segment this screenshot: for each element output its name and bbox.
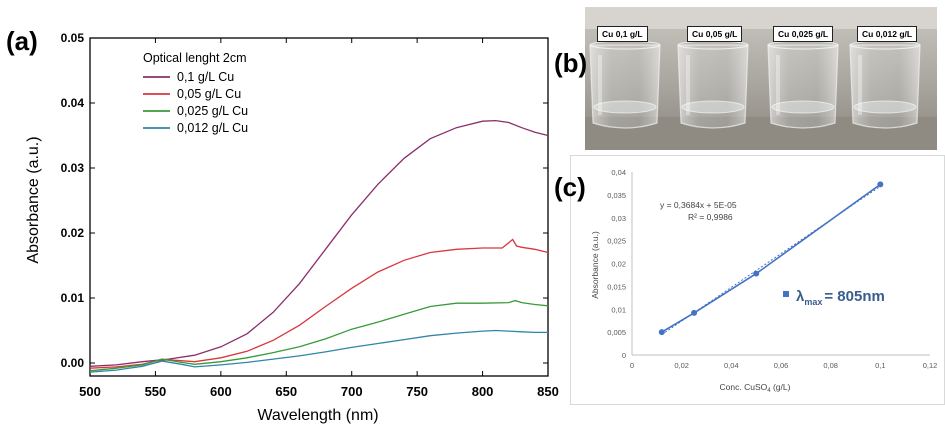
beaker-3: [767, 40, 839, 129]
beaker-label-4: Cu 0,012 g/L: [857, 26, 918, 42]
c-y-tick-label: 0,04: [611, 168, 626, 177]
c-y-tick-label: 0,01: [611, 305, 626, 314]
x-tick-label: 650: [275, 384, 297, 399]
c-y-tick-label: 0,03: [611, 214, 626, 223]
c-x-tick-label: 0,12: [923, 361, 938, 370]
x-tick-label: 750: [406, 384, 428, 399]
y-tick-label: 0.02: [61, 226, 85, 240]
c-x-tick-label: 0,1: [875, 361, 885, 370]
series-line-4: [89, 329, 548, 373]
beaker-2: [677, 40, 749, 129]
calibration-point: [658, 329, 665, 336]
series-line-3: [89, 299, 549, 372]
regression-equation: y = 0,3684x + 5E-05: [660, 200, 737, 210]
lambda-subscript: max: [804, 297, 822, 307]
legend-label-4: 0,012 g/L Cu: [177, 121, 248, 135]
x-tick-label: 600: [210, 384, 232, 399]
y-axis-label: Absorbance (a.u.): [25, 136, 42, 263]
beaker-4: [849, 40, 921, 129]
panel-label-b: (b): [554, 48, 588, 78]
plot-frame: [89, 37, 549, 377]
x-tick-label: 500: [79, 384, 101, 399]
r-squared: R² = 0,9986: [688, 212, 733, 222]
y-tick-label: 0.04: [61, 96, 85, 110]
c-x-tick-label: 0,06: [774, 361, 789, 370]
c-x-tick-label: 0,08: [823, 361, 838, 370]
legend-title: Optical lenght 2cm: [143, 51, 247, 65]
series-line-1: [89, 119, 549, 367]
x-axis-label: Wavelength (nm): [257, 407, 378, 424]
panel-label-c: (c): [554, 172, 586, 202]
c-x-tick-label: 0,02: [674, 361, 689, 370]
lambda-symbol: λ: [796, 288, 805, 305]
beaker-label-3: Cu 0,025 g/L: [773, 26, 834, 42]
c-y-tick-label: 0,035: [607, 191, 626, 200]
x-tick-label: 550: [145, 384, 167, 399]
calibration-line: [661, 183, 881, 333]
calibration-point: [753, 270, 760, 277]
lambda-legend-marker: [783, 291, 789, 297]
legend-label-2: 0,05 g/L Cu: [177, 87, 241, 101]
panel-label-a: (a): [6, 26, 38, 56]
beaker-1: [589, 40, 661, 129]
x-tick-label: 850: [537, 384, 559, 399]
lambda-max-label: λmax = 805nm: [796, 288, 885, 307]
y-tick-label: 0.01: [61, 291, 85, 305]
calibration-point: [877, 181, 884, 188]
legend-label-3: 0,025 g/L Cu: [177, 104, 248, 118]
beaker-label-1: Cu 0,1 g/L: [597, 26, 648, 42]
beaker-label-2: Cu 0,05 g/L: [687, 26, 743, 42]
calibration-curve-chart: 0 0,005 0,01 0,015 0,02 0,025 0,03 0,035 0,04 0 0,…: [570, 155, 945, 405]
y-tick-label: 0.05: [61, 31, 85, 45]
chart-area-border: [570, 155, 945, 405]
c-y-tick-label: 0,005: [607, 328, 626, 337]
x-tick-label: 800: [472, 384, 494, 399]
c-y-tick-label: 0: [622, 351, 626, 360]
absorbance-spectrum-chart: 500 550 600 650 700 750 800 850 0.00 0.01 0.02 0.03…: [25, 31, 559, 424]
c-x-axis-label: Conc. CuSO4 (g/L): [720, 382, 791, 394]
c-x-tick-label: 0: [630, 361, 634, 370]
x-tick-label: 700: [341, 384, 363, 399]
y-tick-label: 0.00: [61, 356, 85, 370]
c-x-tick-label: 0,04: [724, 361, 739, 370]
c-y-axis-label: Absorbance (a.u.): [590, 231, 600, 299]
calibration-point: [691, 309, 698, 316]
legend-label-1: 0,1 g/L Cu: [177, 70, 234, 84]
c-y-tick-label: 0,015: [607, 282, 626, 291]
beakers-photo: Cu 0,1 g/L Cu 0,05 g/L Cu 0,025 g/L Cu 0,01…: [585, 7, 937, 150]
c-y-tick-label: 0,02: [611, 260, 626, 269]
c-y-tick-label: 0,025: [607, 237, 626, 246]
lambda-value: = 805nm: [824, 288, 884, 305]
y-tick-label: 0.03: [61, 161, 85, 175]
